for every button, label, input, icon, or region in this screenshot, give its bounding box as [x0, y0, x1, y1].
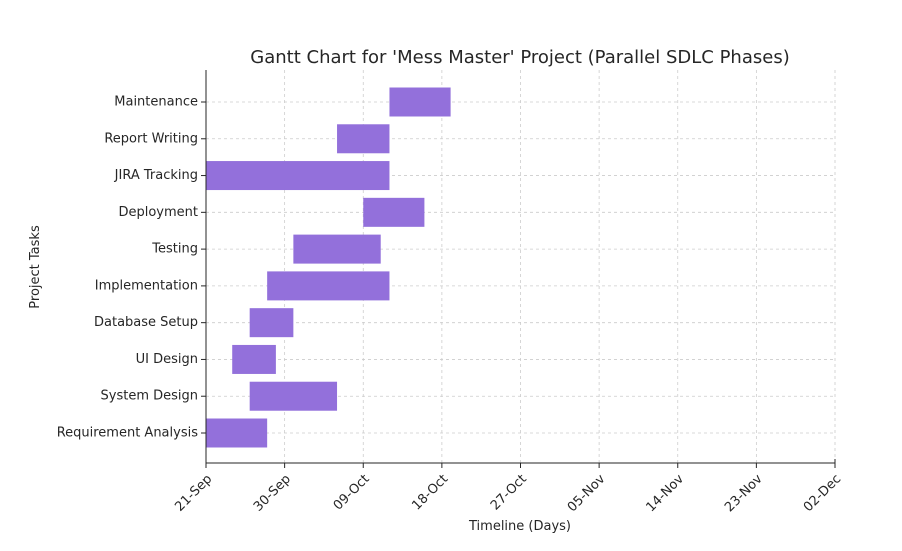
task-label: Testing — [151, 242, 198, 257]
x-tick-label: 02-Dec — [801, 472, 844, 515]
task-label: JIRA Tracking — [114, 168, 198, 183]
x-tick-label: 21-Sep — [172, 472, 215, 515]
task-label: Deployment — [118, 205, 198, 220]
bars-layer — [206, 87, 451, 448]
task-label: Report Writing — [104, 131, 198, 146]
x-tick-label: 14-Nov — [643, 471, 687, 515]
task-bar — [293, 234, 381, 264]
x-tick-label: 27-Oct — [488, 472, 530, 514]
x-tick-label: 30-Sep — [251, 472, 294, 515]
y-axis-title: Project Tasks — [28, 225, 43, 309]
task-label: Implementation — [95, 278, 198, 293]
x-tick-label: 09-Oct — [331, 472, 373, 514]
x-tick-label: 23-Nov — [722, 471, 766, 515]
task-bar — [206, 161, 390, 191]
task-bar — [232, 344, 276, 374]
chart-title: Gantt Chart for 'Mess Master' Project (P… — [250, 47, 789, 68]
task-bar — [363, 197, 425, 227]
task-label: UI Design — [136, 352, 198, 367]
task-bar — [337, 124, 390, 154]
task-bar — [249, 308, 294, 338]
x-ticks-layer: 21-Sep 30-Sep 09-Oct 18-Oct 27-Oct 05-Nov 14-N… — [172, 463, 844, 515]
x-tick-label: 18-Oct — [409, 472, 451, 514]
task-label: Database Setup — [94, 315, 198, 330]
task-label: Requirement Analysis — [57, 426, 199, 441]
x-axis-title: Timeline (Days) — [468, 519, 571, 534]
y-ticks-layer: Requirement Analysis System Design UI Desi… — [57, 95, 206, 441]
task-bar — [267, 271, 390, 301]
x-tick-label: 05-Nov — [565, 471, 609, 515]
task-bar — [389, 87, 451, 117]
task-bar — [206, 418, 268, 448]
task-label: Maintenance — [114, 95, 198, 110]
task-bar — [249, 381, 338, 411]
task-label: System Design — [101, 389, 199, 404]
